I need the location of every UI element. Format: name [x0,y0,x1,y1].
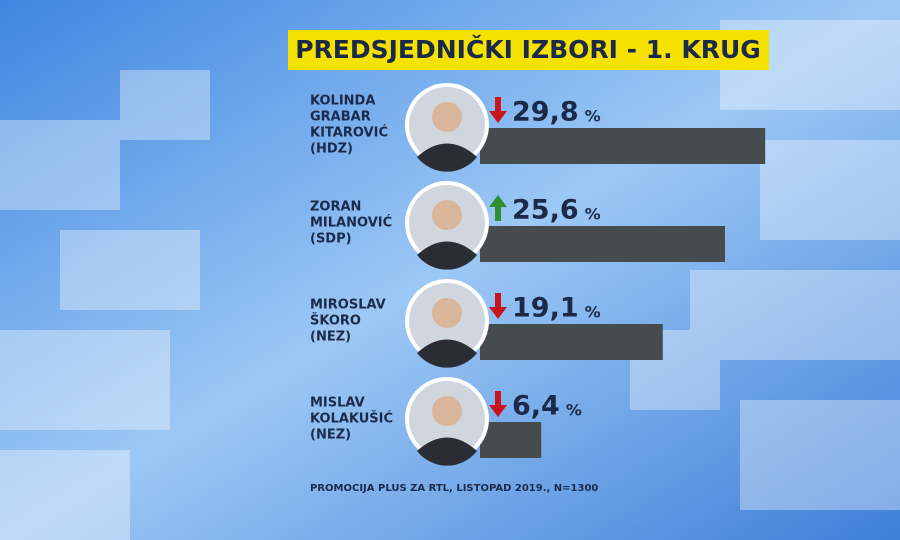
candidate-name: MIROSLAV [310,298,386,313]
candidate-name: (NEZ) [310,428,351,443]
source: PROMOCIJA PLUS ZA RTL, LISTOPAD 2019., N… [310,483,598,494]
candidate-name: ŠKORO [310,313,361,329]
photo-body [417,339,477,368]
candidate-name: KITAROVIĆ [310,125,388,141]
photo-head [432,396,462,426]
photo-body [417,437,477,466]
value-unit: % [585,107,601,126]
photo-head [432,298,462,328]
trend-arrow [489,391,507,417]
trend-arrow [489,195,507,221]
bar [480,226,725,262]
value-label: 19,1 [512,293,579,324]
bar [480,128,766,164]
bar [480,324,663,360]
photo-head [432,200,462,230]
photo-body [417,241,477,270]
bar [480,422,542,458]
candidate-name: (SDP) [310,232,352,247]
value-label: 6,4 [512,391,560,422]
candidate-name: MILANOVIĆ [310,215,392,231]
photo-body [417,143,477,172]
trend-arrow [489,97,507,123]
candidate-name: MISLAV [310,396,365,411]
value-label: 29,8 [512,97,579,128]
candidate-name: (NEZ) [310,330,351,345]
value-unit: % [585,205,601,224]
candidate-name: KOLAKUŠIĆ [310,411,393,427]
value-label: 25,6 [512,195,579,226]
value-unit: % [585,303,601,322]
candidate-name: ZORAN [310,200,361,215]
candidate-name: (HDZ) [310,142,353,157]
decor-blocks [0,20,900,540]
title-box [288,30,769,70]
chart-title: PREDSJEDNIČKI IZBORI - 1. KRUG [295,34,761,64]
candidate-name: KOLINDA [310,94,375,109]
value-unit: % [566,401,582,420]
photo-head [432,102,462,132]
trend-arrow [489,293,507,319]
candidate-name: GRABAR [310,110,371,125]
